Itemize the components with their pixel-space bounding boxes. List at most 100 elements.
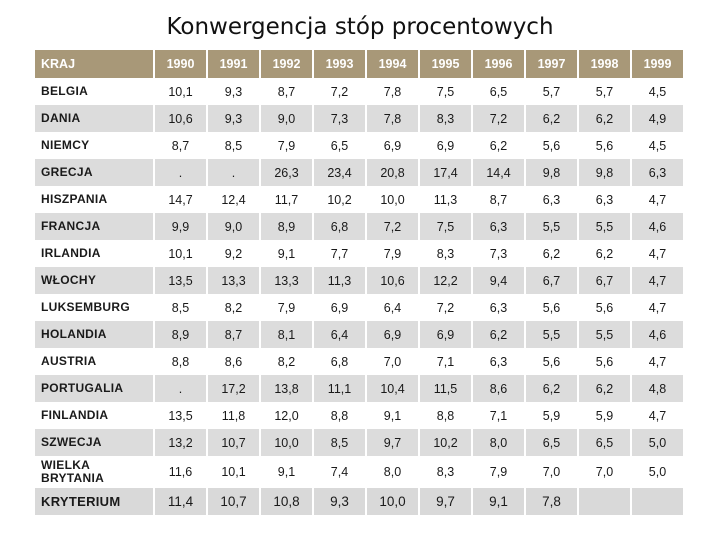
value-cell: 7,0 bbox=[579, 456, 630, 488]
country-cell: FINLANDIA bbox=[35, 402, 153, 429]
value-cell: 5,6 bbox=[579, 294, 630, 321]
value-cell: 5,0 bbox=[632, 456, 683, 488]
value-cell: 4,7 bbox=[632, 186, 683, 213]
value-cell: 5,6 bbox=[526, 132, 577, 159]
value-cell: 8,6 bbox=[473, 375, 524, 402]
value-cell: 9,8 bbox=[579, 159, 630, 186]
column-header-country: KRAJ bbox=[35, 50, 153, 78]
column-header-year: 1992 bbox=[261, 50, 312, 78]
value-cell: 13,3 bbox=[208, 267, 259, 294]
value-cell: 10,7 bbox=[208, 488, 259, 515]
country-cell: BELGIA bbox=[35, 78, 153, 105]
value-cell: 11,8 bbox=[208, 402, 259, 429]
table-row: DANIA 10,6 9,3 9,0 7,3 7,8 8,3 7,2 6,2 6,2 4,9 bbox=[35, 105, 683, 132]
value-cell: 4,6 bbox=[632, 321, 683, 348]
value-cell: 7,2 bbox=[473, 105, 524, 132]
value-cell: 6,9 bbox=[367, 321, 418, 348]
value-cell: 5,5 bbox=[526, 213, 577, 240]
value-cell: 4,6 bbox=[632, 213, 683, 240]
value-cell: 6,2 bbox=[579, 375, 630, 402]
value-cell: 8,2 bbox=[261, 348, 312, 375]
interest-rate-table: KRAJ 1990 1991 1992 1993 1994 1995 1996 1997 1998… bbox=[33, 50, 685, 515]
value-cell: 6,2 bbox=[579, 105, 630, 132]
value-cell: 6,3 bbox=[526, 186, 577, 213]
column-header-year: 1993 bbox=[314, 50, 365, 78]
table-row: AUSTRIA 8,8 8,6 8,2 6,8 7,0 7,1 6,3 5,6 5,6 4,7 bbox=[35, 348, 683, 375]
value-cell: 6,2 bbox=[526, 105, 577, 132]
value-cell: 10,6 bbox=[367, 267, 418, 294]
value-cell: 8,8 bbox=[420, 402, 471, 429]
value-cell: 6,7 bbox=[526, 267, 577, 294]
value-cell: 9,0 bbox=[261, 105, 312, 132]
value-cell: 9,1 bbox=[261, 240, 312, 267]
value-cell: 7,9 bbox=[367, 240, 418, 267]
value-cell: 7,9 bbox=[261, 132, 312, 159]
country-cell: FRANCJA bbox=[35, 213, 153, 240]
value-cell: 5,6 bbox=[579, 348, 630, 375]
value-cell: 8,8 bbox=[314, 402, 365, 429]
value-cell: 17,4 bbox=[420, 159, 471, 186]
value-cell: 4,7 bbox=[632, 267, 683, 294]
value-cell: 6,2 bbox=[473, 132, 524, 159]
value-cell: 11,4 bbox=[155, 488, 206, 515]
value-cell: 17,2 bbox=[208, 375, 259, 402]
value-cell bbox=[579, 488, 630, 515]
value-cell: . bbox=[155, 375, 206, 402]
value-cell: 8,9 bbox=[155, 321, 206, 348]
value-cell: 7,3 bbox=[473, 240, 524, 267]
value-cell: 7,3 bbox=[314, 105, 365, 132]
value-cell: 14,7 bbox=[155, 186, 206, 213]
value-cell: 10,6 bbox=[155, 105, 206, 132]
value-cell: 9,7 bbox=[367, 429, 418, 456]
value-cell: 7,4 bbox=[314, 456, 365, 488]
value-cell: 7,0 bbox=[367, 348, 418, 375]
value-cell: 6,5 bbox=[473, 78, 524, 105]
value-cell: 8,3 bbox=[420, 456, 471, 488]
value-cell: 9,2 bbox=[208, 240, 259, 267]
value-cell: 9,3 bbox=[208, 78, 259, 105]
value-cell: 7,2 bbox=[420, 294, 471, 321]
value-cell: 6,3 bbox=[579, 186, 630, 213]
country-cell: WŁOCHY bbox=[35, 267, 153, 294]
column-header-year: 1995 bbox=[420, 50, 471, 78]
value-cell: 13,5 bbox=[155, 267, 206, 294]
value-cell: 8,5 bbox=[208, 132, 259, 159]
value-cell: 7,1 bbox=[473, 402, 524, 429]
value-cell: 8,3 bbox=[420, 240, 471, 267]
value-cell: 10,1 bbox=[208, 456, 259, 488]
value-cell: 6,9 bbox=[420, 132, 471, 159]
country-cell: GRECJA bbox=[35, 159, 153, 186]
table-row: SZWECJA 13,2 10,7 10,0 8,5 9,7 10,2 8,0 6,5 6,5 5,… bbox=[35, 429, 683, 456]
value-cell: 5,7 bbox=[579, 78, 630, 105]
value-cell: 6,9 bbox=[367, 132, 418, 159]
value-cell bbox=[632, 488, 683, 515]
value-cell: 6,5 bbox=[526, 429, 577, 456]
value-cell: 13,8 bbox=[261, 375, 312, 402]
value-cell: 23,4 bbox=[314, 159, 365, 186]
value-cell: 8,5 bbox=[314, 429, 365, 456]
value-cell: 10,1 bbox=[155, 78, 206, 105]
table-row: BELGIA 10,1 9,3 8,7 7,2 7,8 7,5 6,5 5,7 5,7 4,5 bbox=[35, 78, 683, 105]
value-cell: 4,9 bbox=[632, 105, 683, 132]
value-cell: 4,7 bbox=[632, 348, 683, 375]
value-cell: 11,7 bbox=[261, 186, 312, 213]
table-row: HISZPANIA 14,7 12,4 11,7 10,2 10,0 11,3 8,7 6,3 6… bbox=[35, 186, 683, 213]
value-cell: . bbox=[155, 159, 206, 186]
value-cell: 5,6 bbox=[579, 132, 630, 159]
value-cell: 6,5 bbox=[314, 132, 365, 159]
value-cell: 6,7 bbox=[579, 267, 630, 294]
column-header-year: 1990 bbox=[155, 50, 206, 78]
value-cell: 9,3 bbox=[314, 488, 365, 515]
country-cell: DANIA bbox=[35, 105, 153, 132]
value-cell: 6,3 bbox=[632, 159, 683, 186]
value-cell: 6,4 bbox=[314, 321, 365, 348]
value-cell: 5,5 bbox=[579, 321, 630, 348]
value-cell: 4,5 bbox=[632, 132, 683, 159]
value-cell: 10,0 bbox=[367, 186, 418, 213]
value-cell: 5,7 bbox=[526, 78, 577, 105]
value-cell: 9,3 bbox=[208, 105, 259, 132]
country-cell: IRLANDIA bbox=[35, 240, 153, 267]
value-cell: 11,6 bbox=[155, 456, 206, 488]
value-cell: 10,0 bbox=[367, 488, 418, 515]
column-header-year: 1998 bbox=[579, 50, 630, 78]
